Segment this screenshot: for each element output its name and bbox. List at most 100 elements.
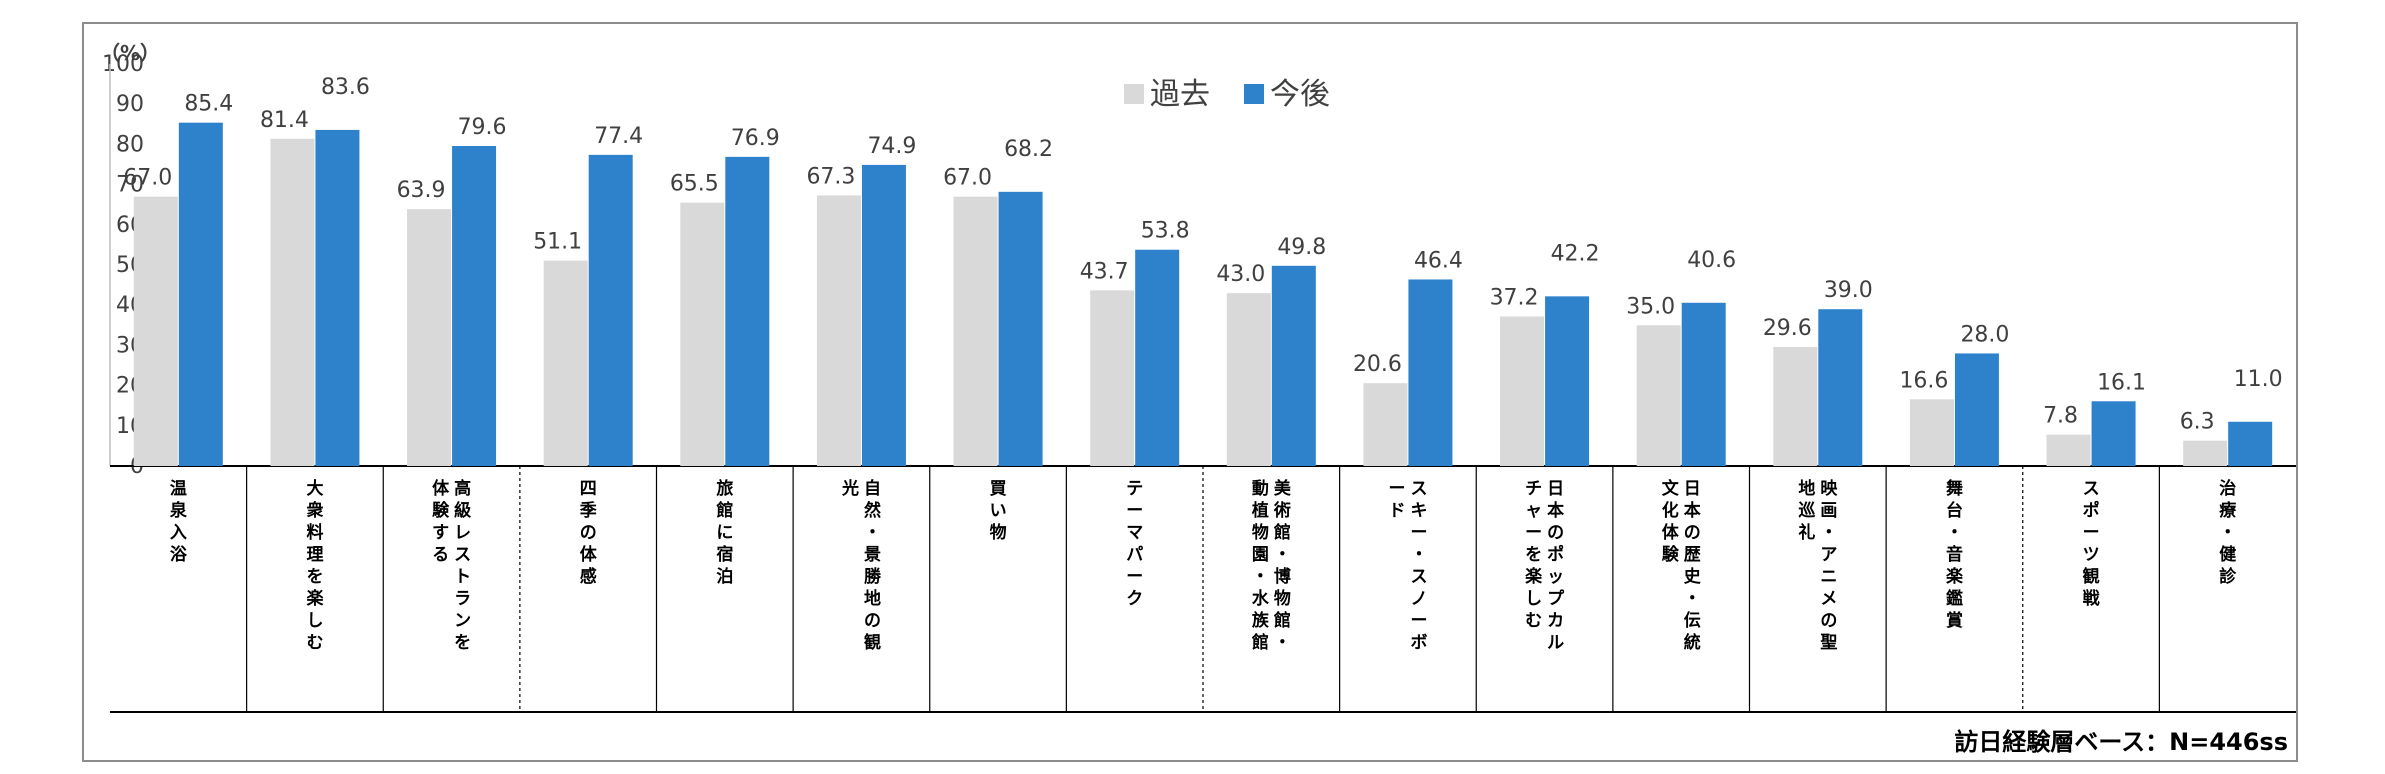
category-char: ー (1410, 523, 1427, 543)
category-char: 美 (1274, 478, 1292, 499)
category-char: 買 (990, 479, 1007, 499)
category-char: 温 (170, 479, 187, 499)
category-char: す (432, 523, 449, 543)
category-char: 楽 (306, 588, 324, 609)
bar-past-11 (1636, 325, 1681, 466)
bar-past-8 (1226, 293, 1271, 466)
category-char: ・ (1274, 545, 1291, 565)
category-char: ス (1410, 479, 1427, 499)
category-char: ー (1525, 523, 1542, 543)
bar-past-14 (2046, 434, 2091, 466)
category-char: の (864, 611, 881, 631)
category-char: マ (1126, 523, 1143, 543)
category-char: 体 (1662, 522, 1680, 543)
category-char: 景 (864, 545, 881, 565)
category-char: 化 (1662, 500, 1679, 521)
value-label-future-14: 16.1 (2097, 370, 2146, 395)
value-label-past-9: 20.6 (1353, 352, 1402, 377)
value-label-past-11: 35.0 (1626, 294, 1675, 319)
value-label-past-14: 7.8 (2043, 404, 2078, 429)
category-char: キ (1410, 501, 1427, 521)
category-char: 診 (2219, 566, 2237, 587)
bar-past-1 (270, 138, 315, 466)
bar-future-3 (588, 154, 633, 467)
bar-past-15 (2183, 440, 2228, 466)
category-char: 舞 (1946, 478, 1963, 499)
category-char: ー (1410, 611, 1427, 631)
category-char: ポ (2083, 500, 2100, 521)
category-char: 館 (1251, 632, 1269, 653)
category-char: メ (1820, 589, 1837, 609)
category-char: 地 (864, 588, 881, 609)
category-char: 光 (841, 478, 859, 499)
value-label-past-8: 43.0 (1216, 262, 1265, 287)
category-char: 聖 (1820, 633, 1837, 653)
y-unit-label: （%） (100, 41, 160, 65)
value-label-future-3: 77.4 (594, 124, 643, 149)
bar-future-8 (1271, 265, 1316, 466)
category-char: ボ (1410, 633, 1427, 653)
category-char: ・ (1410, 545, 1427, 565)
bar-future-5 (861, 164, 906, 467)
category-char: を (306, 567, 323, 587)
category-char: ャ (1525, 501, 1542, 521)
value-label-future-12: 39.0 (1824, 278, 1873, 303)
category-char: 動 (1252, 478, 1269, 499)
legend-swatch-0 (1124, 84, 1144, 104)
category-char: 宿 (716, 544, 733, 565)
category-char: ス (2083, 479, 2100, 499)
category-char: し (306, 611, 323, 631)
value-label-past-0: 67.0 (123, 166, 172, 191)
category-char: 然 (864, 500, 881, 521)
category-char: ノ (1410, 589, 1427, 609)
category-char: る (432, 545, 449, 565)
bar-future-13 (1954, 353, 1999, 466)
category-char: 観 (2083, 566, 2100, 587)
value-label-past-2: 63.9 (397, 178, 446, 203)
category-char: 四 (580, 479, 597, 499)
category-char: 高 (454, 478, 471, 499)
category-char: に (716, 523, 733, 543)
category-char: 博 (1274, 566, 1291, 587)
category-char: の (1547, 523, 1564, 543)
category-char: を (454, 633, 471, 653)
chart-frame: （%） 0102030405060708090100 67.085.481.48… (82, 22, 2298, 762)
category-char: 映 (1820, 478, 1838, 499)
legend: 過去 今後 (1124, 77, 1330, 112)
category-char: チ (1525, 479, 1542, 499)
bar-past-5 (816, 195, 861, 467)
value-label-future-10: 42.2 (1551, 241, 1600, 266)
bar-future-0 (178, 122, 223, 466)
value-label-future-13: 28.0 (1960, 322, 2009, 347)
category-char: ・ (2219, 523, 2236, 543)
category-char: ク (1126, 589, 1143, 609)
category-char: ニ (1820, 567, 1837, 587)
category-char: 日 (1684, 479, 1701, 499)
category-char: 史 (1684, 566, 1702, 587)
category-label-15: 治療・健診 (2219, 478, 2237, 587)
bar-future-2 (452, 146, 497, 466)
bar-future-6 (998, 191, 1043, 466)
category-char: 治 (2219, 478, 2236, 499)
category-char: 楽 (1946, 566, 1964, 587)
category-char: 泉 (169, 500, 188, 521)
bar-future-11 (1681, 302, 1726, 466)
category-char: 物 (990, 522, 1007, 543)
category-char: ツ (2083, 545, 2100, 565)
category-char: の (580, 523, 597, 543)
category-char: 文 (1662, 478, 1680, 499)
category-char: ー (1126, 567, 1143, 587)
category-char: 園 (1252, 545, 1269, 565)
category-char: 療 (2219, 500, 2237, 521)
value-label-future-15: 11.0 (2234, 367, 2283, 392)
category-char: 感 (580, 566, 597, 587)
y-tick-label-8: 80 (116, 132, 144, 157)
value-label-future-6: 68.2 (1004, 137, 1053, 162)
bar-future-15 (2228, 421, 2273, 466)
value-label-future-0: 85.4 (184, 92, 233, 117)
value-label-past-15: 6.3 (2180, 410, 2215, 435)
